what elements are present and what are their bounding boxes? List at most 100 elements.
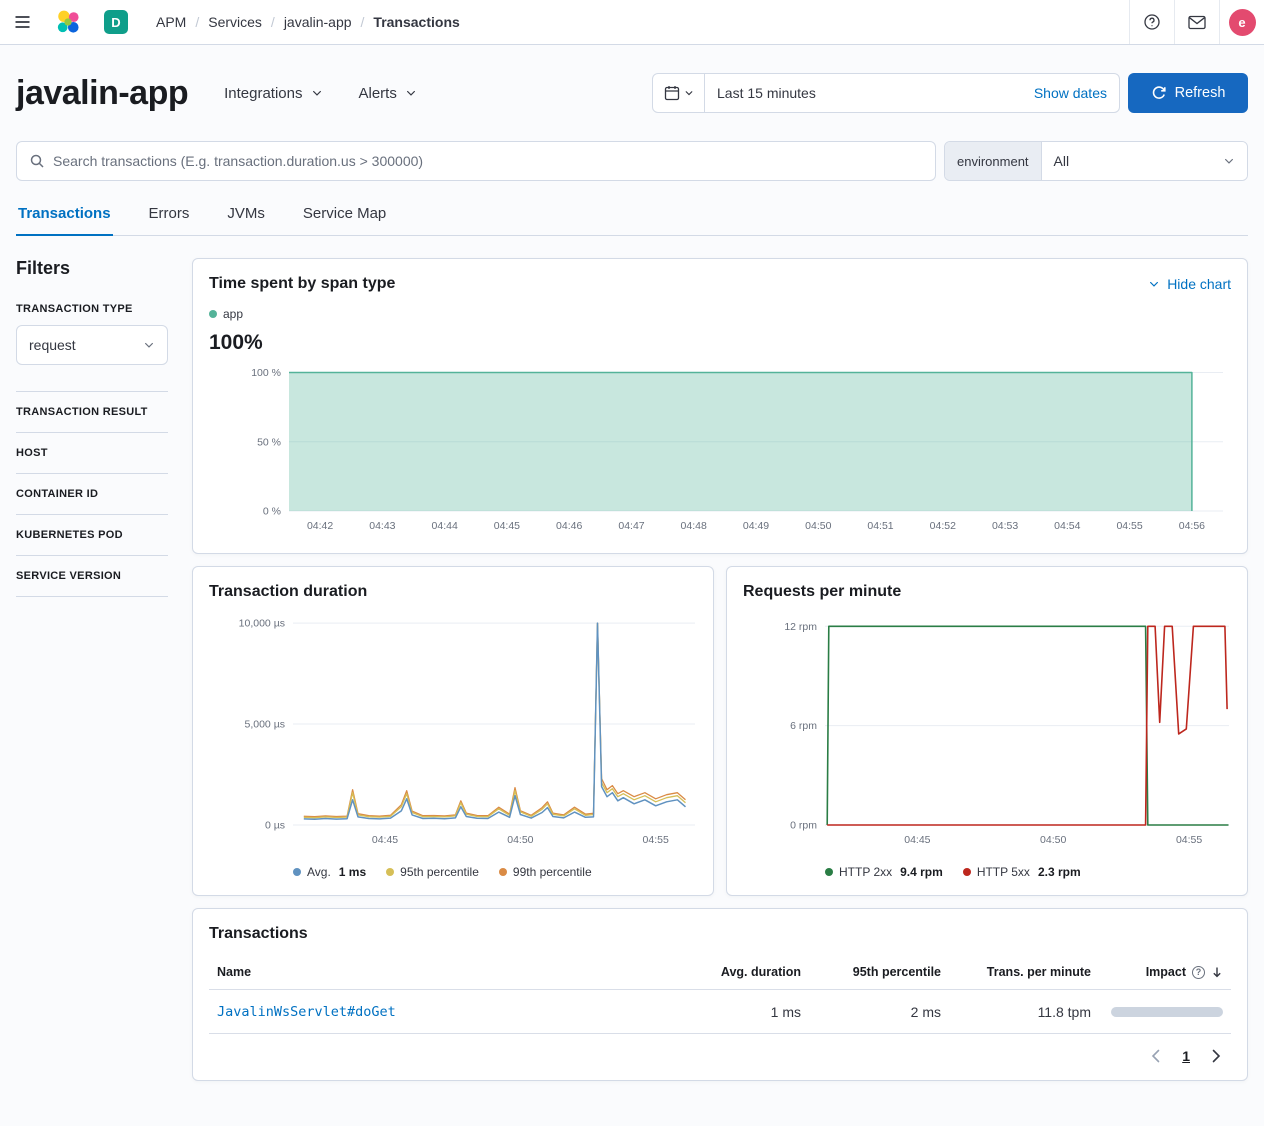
tab-transactions[interactable]: Transactions — [16, 205, 113, 236]
legend-label: HTTP 5xx — [976, 865, 1030, 879]
tab-bar: Transactions Errors JVMs Service Map — [16, 205, 1248, 236]
elastic-logo[interactable] — [44, 0, 92, 44]
filter-section-transaction-result[interactable]: TRANSACTION RESULT — [16, 391, 168, 432]
svg-text:0 %: 0 % — [263, 506, 281, 518]
refresh-button[interactable]: Refresh — [1128, 73, 1248, 113]
column-header-impact[interactable]: Impact ? — [1099, 955, 1231, 990]
pagination-previous-button[interactable] — [1151, 1049, 1160, 1063]
mail-icon — [1188, 15, 1206, 29]
legend-item-95th-percentile[interactable]: 95th percentile — [386, 865, 479, 879]
search-transactions-input[interactable] — [53, 153, 923, 169]
svg-text:04:45: 04:45 — [372, 834, 398, 846]
svg-text:04:55: 04:55 — [1176, 834, 1202, 846]
svg-text:04:48: 04:48 — [681, 520, 707, 532]
breadcrumb-services[interactable]: Services — [208, 14, 262, 30]
hide-chart-link[interactable]: Hide chart — [1148, 276, 1231, 292]
chevron-down-icon — [1150, 281, 1159, 287]
svg-text:04:46: 04:46 — [556, 520, 582, 532]
breadcrumb: APM / Services / javalin-app / Transacti… — [156, 0, 460, 44]
svg-text:04:47: 04:47 — [618, 520, 644, 532]
date-picker-calendar-button[interactable] — [653, 74, 705, 112]
legend-label: Avg. — [307, 865, 331, 879]
breadcrumb-current: Transactions — [373, 14, 460, 30]
svg-text:04:43: 04:43 — [369, 520, 395, 532]
breadcrumb-service[interactable]: javalin-app — [283, 14, 352, 30]
breadcrumb-separator: / — [360, 14, 365, 30]
svg-text:04:45: 04:45 — [494, 520, 520, 532]
legend-item-http-5xx[interactable]: HTTP 5xx 2.3 rpm — [962, 865, 1081, 879]
refresh-icon — [1152, 86, 1166, 99]
pagination-page-1[interactable]: 1 — [1182, 1048, 1190, 1064]
tab-errors[interactable]: Errors — [148, 205, 190, 222]
filter-sections: TRANSACTION RESULT HOST CONTAINER ID KUB… — [16, 391, 168, 597]
show-dates-link[interactable]: Show dates — [1033, 85, 1107, 101]
svg-text:50 %: 50 % — [257, 436, 281, 448]
time-range-button[interactable]: Last 15 minutes — [705, 85, 1034, 101]
svg-text:04:50: 04:50 — [805, 520, 831, 532]
transaction-type-select[interactable]: request — [16, 325, 168, 365]
legend-dot-app — [209, 310, 217, 318]
svg-text:100 %: 100 % — [251, 367, 281, 379]
chevron-right-icon — [1212, 1049, 1221, 1063]
environment-value: All — [1053, 153, 1070, 169]
main-column: Time spent by span type Hide chart app 1… — [192, 258, 1248, 1081]
column-header-avg-duration[interactable]: Avg. duration — [659, 955, 809, 990]
column-header-trans-per-minute[interactable]: Trans. per minute — [949, 955, 1099, 990]
svg-text:04:56: 04:56 — [1179, 520, 1205, 532]
integrations-menu-button[interactable]: Integrations — [224, 85, 322, 102]
chevron-down-icon — [685, 91, 692, 96]
alerts-label: Alerts — [358, 84, 397, 102]
calendar-icon — [664, 86, 679, 101]
deployment-badge[interactable]: D — [104, 10, 128, 34]
svg-text:04:54: 04:54 — [1054, 520, 1080, 532]
legend-label: 99th percentile — [512, 865, 592, 879]
svg-text:04:55: 04:55 — [1116, 520, 1142, 532]
impact-bar — [1111, 1006, 1223, 1017]
transaction-link[interactable]: JavalinWsServlet#doGet — [217, 1004, 396, 1020]
transaction-duration-chart[interactable]: 0 µs 5,000 µs 10,000 µs 04:45 04:50 04:55 — [209, 607, 697, 851]
help-button[interactable] — [1129, 0, 1174, 44]
legend-item-99th-percentile[interactable]: 99th percentile — [498, 865, 592, 879]
alerts-menu-button[interactable]: Alerts — [359, 85, 417, 102]
svg-text:10,000 µs: 10,000 µs — [239, 618, 285, 630]
hide-chart-label: Hide chart — [1167, 276, 1231, 292]
legend-dot-http-2xx — [825, 868, 833, 876]
user-menu-button[interactable]: e — [1219, 0, 1264, 44]
breadcrumb-apm[interactable]: APM — [156, 14, 187, 30]
legend-item-avg[interactable]: Avg. 1 ms — [293, 865, 366, 879]
span-type-chart[interactable]: 0 % 50 % 100 % 04:42 04:43 04:44 04:45 04:46 04:… — [209, 361, 1229, 537]
panel-title-transactions: Transactions — [209, 925, 308, 942]
chevron-down-icon — [145, 342, 153, 348]
search-row: environment All — [16, 141, 1248, 181]
impact-label: Impact — [1145, 965, 1186, 979]
tab-jvms[interactable]: JVMs — [227, 205, 265, 222]
legend-item-app[interactable]: app — [209, 307, 243, 321]
legend-label: 95th percentile — [400, 865, 479, 879]
svg-text:04:42: 04:42 — [307, 520, 333, 532]
help-icon — [1144, 14, 1160, 30]
newsfeed-button[interactable] — [1174, 0, 1219, 44]
requests-per-minute-chart[interactable]: 0 rpm 6 rpm 12 rpm 04:45 04:50 04:55 — [743, 607, 1231, 851]
pagination-next-button[interactable] — [1212, 1049, 1221, 1063]
menu-button[interactable] — [0, 0, 44, 44]
deployment-badge-wrap: D — [92, 0, 140, 44]
svg-text:6 rpm: 6 rpm — [790, 720, 817, 732]
filter-section-host[interactable]: HOST — [16, 432, 168, 473]
transaction-duration-panel: Transaction duration 0 µs 5,000 µs 10,000 … — [192, 566, 714, 896]
search-box — [16, 141, 936, 181]
transactions-table-panel: Transactions Name Avg. duration 95th per… — [192, 908, 1248, 1081]
impact-info-icon[interactable]: ? — [1192, 965, 1205, 979]
filter-section-service-version[interactable]: SERVICE VERSION — [16, 555, 168, 597]
filter-section-container-id[interactable]: CONTAINER ID — [16, 473, 168, 514]
sort-descending-icon — [1213, 967, 1221, 978]
legend-label: HTTP 2xx — [839, 865, 893, 879]
tab-service-map[interactable]: Service Map — [302, 205, 387, 222]
column-header-95th-percentile[interactable]: 95th percentile — [809, 955, 949, 990]
filter-section-kubernetes-pod[interactable]: KUBERNETES POD — [16, 514, 168, 555]
search-icon — [30, 154, 44, 168]
legend-item-http-2xx[interactable]: HTTP 2xx 9.4 rpm — [825, 865, 943, 879]
chevron-left-icon — [1152, 1049, 1160, 1063]
service-header: javalin-app Integrations Alerts Last 15 … — [16, 45, 1248, 113]
environment-select[interactable]: All — [1041, 142, 1247, 180]
svg-text:12 rpm: 12 rpm — [784, 621, 817, 633]
